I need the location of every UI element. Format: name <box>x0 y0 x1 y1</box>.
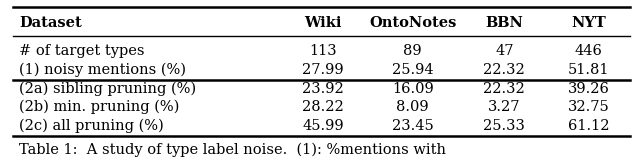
Text: 28.22: 28.22 <box>302 100 344 114</box>
Text: OntoNotes: OntoNotes <box>369 16 456 30</box>
Text: BBN: BBN <box>485 16 524 30</box>
Text: 25.94: 25.94 <box>392 63 434 77</box>
Text: 113: 113 <box>309 44 337 58</box>
Text: 47: 47 <box>495 44 513 58</box>
Text: 61.12: 61.12 <box>568 119 609 133</box>
Text: Dataset: Dataset <box>19 16 82 30</box>
Text: (1) noisy mentions (%): (1) noisy mentions (%) <box>19 62 186 77</box>
Text: 27.99: 27.99 <box>302 63 344 77</box>
Text: 16.09: 16.09 <box>392 82 434 96</box>
Text: 22.32: 22.32 <box>483 82 525 96</box>
Text: (2a) sibling pruning (%): (2a) sibling pruning (%) <box>19 82 196 96</box>
Text: 23.92: 23.92 <box>302 82 344 96</box>
Text: 8.09: 8.09 <box>397 100 429 114</box>
Text: Table 1:  A study of type label noise.  (1): %mentions with: Table 1: A study of type label noise. (1… <box>19 143 446 157</box>
Text: NYT: NYT <box>572 16 606 30</box>
Text: 446: 446 <box>575 44 603 58</box>
Text: 3.27: 3.27 <box>488 100 520 114</box>
Text: (2b) min. pruning (%): (2b) min. pruning (%) <box>19 100 180 114</box>
Text: 32.75: 32.75 <box>568 100 610 114</box>
Text: 51.81: 51.81 <box>568 63 609 77</box>
Text: 22.32: 22.32 <box>483 63 525 77</box>
Text: Wiki: Wiki <box>305 16 342 30</box>
Text: # of target types: # of target types <box>19 44 145 58</box>
Text: 89: 89 <box>403 44 422 58</box>
Text: 25.33: 25.33 <box>483 119 525 133</box>
Text: 39.26: 39.26 <box>568 82 610 96</box>
Text: (2c) all pruning (%): (2c) all pruning (%) <box>19 118 164 133</box>
Text: 23.45: 23.45 <box>392 119 434 133</box>
Text: 45.99: 45.99 <box>302 119 344 133</box>
